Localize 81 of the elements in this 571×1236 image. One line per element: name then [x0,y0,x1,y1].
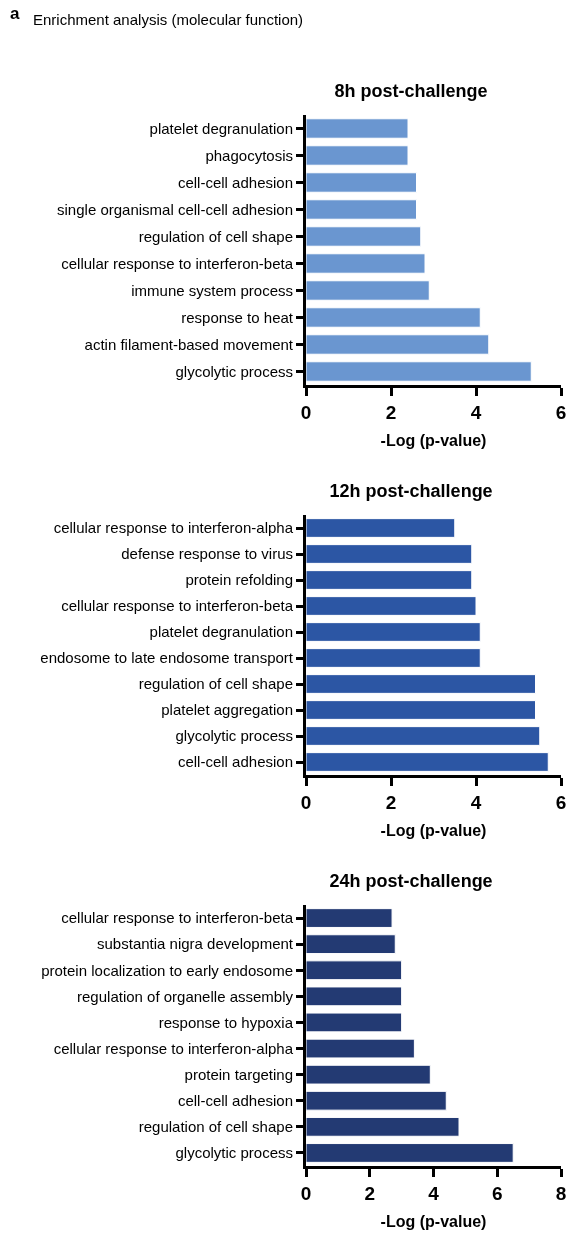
text: a [10,4,20,23]
y-tick-label: defense response to virus [121,545,293,563]
bar [306,934,396,955]
y-tick-label: actin filament-based movement [84,335,294,353]
text: Enrichment analysis (molecular function) [33,11,304,28]
y-tick-label: response to hypoxia [158,1013,294,1031]
bar [306,1064,431,1085]
bar [306,960,403,981]
y-tick-label: platelet degranulation [149,119,293,137]
bar [306,544,473,564]
y-tick-label: cell-cell adhesion [177,1092,293,1109]
bar [306,570,473,590]
x-tick-label: 4 [470,401,482,423]
bar [306,518,456,538]
y-tick-label: cellular response to interferon-beta [61,254,294,272]
bar [306,226,422,247]
y-tick-label: protein targeting [184,1065,293,1083]
y-tick-label: cell-cell adhesion [177,173,293,191]
bar [306,1090,447,1111]
y-tick-label: cell-cell adhesion [177,753,293,771]
bar [306,1038,415,1059]
bar [306,700,536,720]
y-tick-label: glycolytic process [175,362,293,380]
y-tick-label: cellular response to interferon-beta [61,597,294,615]
bar [306,674,536,694]
y-tick-label: cellular response to interferon-alpha [53,1039,294,1057]
bar [306,596,477,616]
bar [306,752,549,772]
x-tick-label: 0 [300,401,312,423]
y-tick-label: protein refolding [185,571,293,589]
bar [306,199,417,220]
x-tick-label: 0 [300,1182,312,1204]
y-tick-label: glycolytic process [175,727,293,745]
bar [306,307,481,328]
x-tick-label: 2 [385,401,397,423]
x-tick-label: 2 [364,1182,376,1204]
bar [306,118,409,139]
y-tick-label: cellular response to interferon-beta [61,909,294,927]
chart-title: 12h post-challenge [329,481,493,501]
y-tick-label: protein localization to early endosome [41,961,293,979]
bar [306,145,409,166]
bar [306,648,481,668]
bar [306,726,541,746]
x-axis-title: -Log (p-value) [380,432,487,450]
bar [306,253,426,274]
bar [306,172,417,193]
bar [306,1012,403,1033]
y-tick-label: phagocytosis [205,146,293,164]
bar [306,361,532,382]
y-tick-label: substantia nigra development [97,935,294,953]
y-tick-label: immune system process [131,281,293,299]
bar [306,1143,514,1163]
y-tick-label: cellular response to interferon-alpha [53,519,294,537]
chart-title: 8h post-challenge [334,81,488,101]
bar [306,334,490,355]
bar [306,1116,460,1137]
y-tick-label: single organismal cell-cell adhesion [57,200,293,218]
x-tick-label: 6 [491,1182,503,1204]
chart-title: 24h post-challenge [329,871,493,891]
x-tick-label: 0 [300,791,312,813]
y-tick-label: platelet aggregation [161,701,293,719]
bar [306,622,481,642]
x-tick-label: 4 [428,1182,440,1204]
y-tick-label: regulation of cell shape [138,1118,293,1136]
x-tick-label: 4 [470,791,482,813]
y-tick-label: regulation of cell shape [138,227,293,245]
x-tick-label: 6 [555,791,567,813]
bar [306,280,430,301]
bar [306,986,403,1007]
x-axis-title: -Log (p-value) [380,1213,487,1231]
y-tick-label: response to heat [181,308,294,326]
y-tick-label: platelet degranulation [149,623,293,641]
x-tick-label: 2 [385,791,397,813]
y-tick-label: glycolytic process [175,1144,293,1162]
y-tick-label: regulation of cell shape [138,675,293,693]
y-tick-label: regulation of organelle assembly [77,987,294,1005]
x-tick-label: 6 [555,401,567,423]
y-tick-label: endosome to late endosome transport [40,649,294,667]
x-tick-label: 8 [555,1182,567,1204]
bar [306,908,393,928]
x-axis-title: -Log (p-value) [380,822,487,840]
